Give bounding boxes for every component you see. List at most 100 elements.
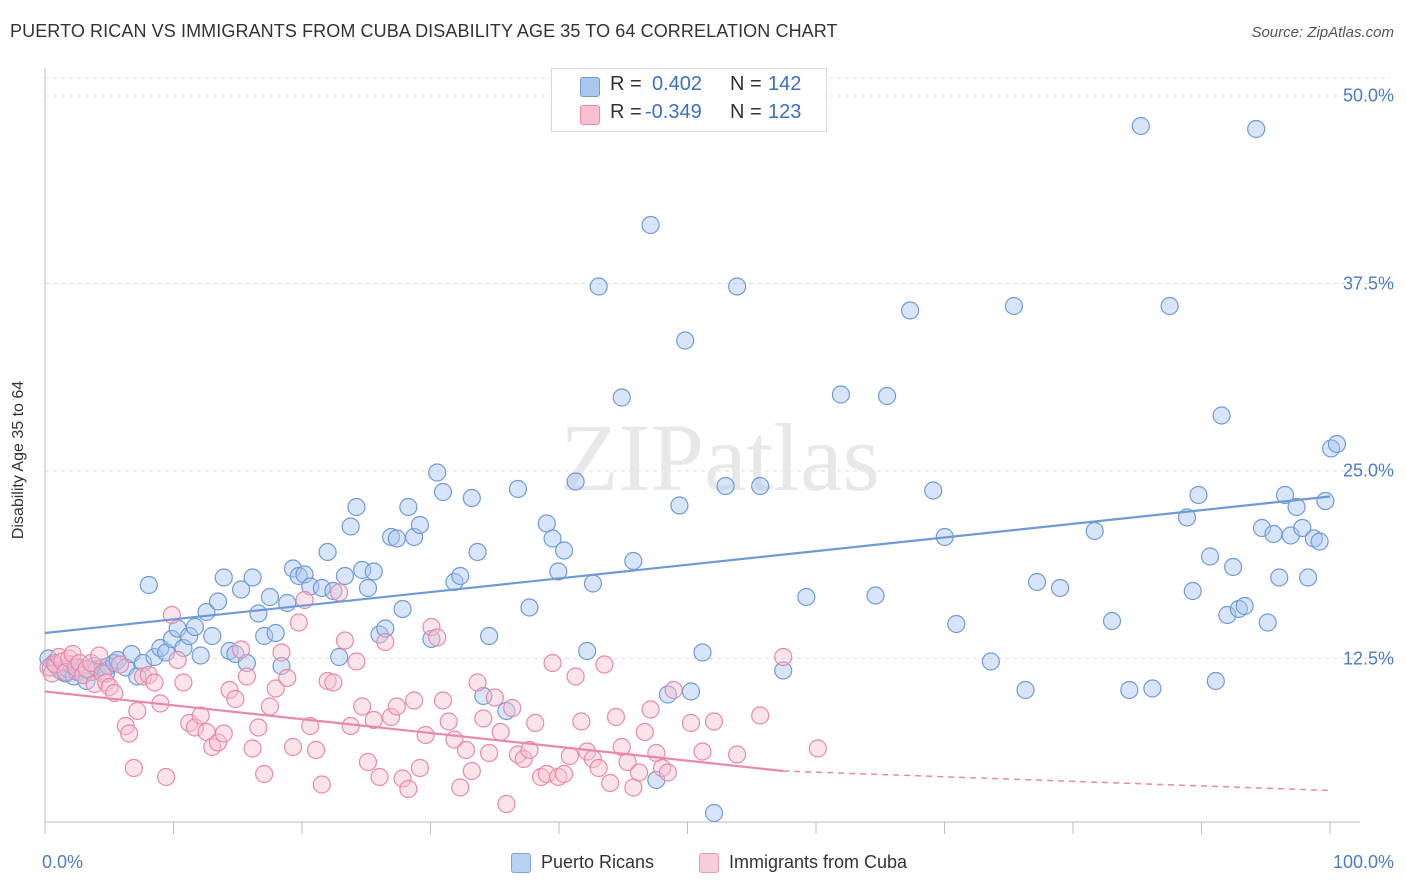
point-cuba bbox=[90, 646, 109, 665]
legend-item-puerto-ricans[interactable]: Puerto Ricans bbox=[511, 852, 654, 873]
point-puerto-ricans bbox=[981, 652, 1000, 671]
point-cuba bbox=[474, 709, 493, 728]
point-puerto-ricans bbox=[191, 646, 210, 665]
point-puerto-ricans bbox=[693, 643, 712, 662]
point-puerto-ricans bbox=[751, 476, 770, 496]
point-cuba bbox=[572, 712, 591, 731]
point-cuba bbox=[208, 733, 228, 752]
point-cuba bbox=[520, 740, 539, 760]
point-cuba bbox=[416, 725, 435, 745]
point-puerto-ricans bbox=[1293, 518, 1312, 538]
point-cuba bbox=[283, 737, 303, 757]
point-cuba bbox=[589, 758, 608, 778]
point-cuba bbox=[174, 673, 193, 692]
point-cuba bbox=[480, 743, 499, 763]
legend-label-puerto-ricans: Puerto Ricans bbox=[541, 852, 655, 872]
point-cuba bbox=[410, 758, 429, 778]
point-puerto-ricans bbox=[1206, 671, 1225, 691]
point-puerto-ricans bbox=[1310, 532, 1329, 551]
point-puerto-ricans bbox=[1270, 568, 1289, 587]
point-cuba bbox=[220, 680, 239, 700]
point-puerto-ricans bbox=[543, 529, 562, 548]
point-puerto-ricans bbox=[1027, 572, 1047, 592]
x-tick-max: 100.0% bbox=[1332, 852, 1394, 872]
x-tick-min: 0.0% bbox=[42, 852, 84, 872]
point-puerto-ricans bbox=[231, 580, 251, 599]
point-puerto-ricans bbox=[260, 587, 280, 607]
correlation-legend: R = 0.402 N = 142 R = -0.349 N = 123 bbox=[551, 68, 827, 132]
point-puerto-ricans bbox=[1183, 581, 1202, 601]
y-tick-label: 12.5% bbox=[1342, 648, 1394, 668]
point-puerto-ricans bbox=[145, 647, 164, 667]
point-puerto-ricans bbox=[174, 638, 193, 658]
point-puerto-ricans bbox=[249, 604, 268, 623]
point-puerto-ricans bbox=[549, 562, 568, 581]
point-puerto-ricans bbox=[1120, 680, 1139, 700]
trend-line-puerto-ricans bbox=[44, 495, 1331, 635]
point-puerto-ricans bbox=[947, 614, 966, 634]
point-puerto-ricans bbox=[376, 619, 395, 638]
point-cuba bbox=[124, 758, 143, 778]
point-cuba bbox=[272, 643, 291, 662]
point-puerto-ricans bbox=[474, 686, 493, 706]
point-puerto-ricans bbox=[1264, 524, 1283, 544]
point-cuba bbox=[237, 667, 256, 686]
point-puerto-ricans bbox=[728, 277, 747, 296]
point-cuba bbox=[514, 749, 533, 769]
trend-line-cuba-extrapolated bbox=[783, 770, 1331, 792]
point-puerto-ricans bbox=[399, 497, 418, 517]
legend-item-cuba[interactable]: Immigrants from Cuba bbox=[699, 852, 907, 873]
chart-title: PUERTO RICAN VS IMMIGRANTS FROM CUBA DIS… bbox=[10, 21, 838, 41]
scatter-points bbox=[39, 116, 1347, 823]
point-cuba bbox=[301, 716, 320, 736]
point-puerto-ricans bbox=[1258, 613, 1277, 632]
point-puerto-ricans bbox=[353, 560, 372, 580]
point-puerto-ricans bbox=[272, 656, 291, 676]
point-puerto-ricans bbox=[831, 385, 851, 404]
point-puerto-ricans bbox=[1252, 518, 1272, 538]
point-puerto-ricans bbox=[341, 517, 360, 536]
legend-swatch-cuba bbox=[580, 105, 600, 125]
point-puerto-ricans bbox=[318, 542, 337, 562]
point-cuba bbox=[364, 710, 383, 730]
point-puerto-ricans bbox=[180, 626, 199, 646]
y-axis-label: Disability Age 35 to 64 bbox=[10, 380, 27, 540]
point-puerto-ricans bbox=[1218, 605, 1237, 625]
point-puerto-ricans bbox=[1004, 296, 1024, 316]
point-puerto-ricans bbox=[128, 667, 147, 686]
point-cuba bbox=[422, 617, 441, 637]
legend-n-value: 123 bbox=[768, 101, 802, 123]
point-puerto-ricans bbox=[405, 527, 424, 547]
point-cuba bbox=[595, 655, 614, 674]
point-puerto-ricans bbox=[1298, 568, 1318, 587]
point-cuba bbox=[497, 794, 516, 814]
point-puerto-ricans bbox=[1247, 119, 1266, 139]
point-puerto-ricans bbox=[520, 598, 539, 617]
point-cuba bbox=[128, 701, 147, 721]
point-puerto-ricans bbox=[387, 529, 406, 548]
legend-swatch-cuba bbox=[699, 852, 719, 873]
point-cuba bbox=[330, 583, 349, 602]
point-cuba bbox=[601, 773, 620, 793]
point-puerto-ricans bbox=[1102, 611, 1122, 631]
watermark: ZIPatlas bbox=[560, 404, 880, 511]
point-puerto-ricans bbox=[624, 551, 643, 571]
point-cuba bbox=[376, 632, 395, 652]
point-puerto-ricans bbox=[1235, 596, 1254, 616]
point-cuba bbox=[456, 740, 476, 760]
point-cuba bbox=[289, 613, 308, 632]
point-cuba bbox=[312, 775, 331, 794]
point-cuba bbox=[641, 700, 660, 719]
legend-r-label: R = bbox=[610, 73, 642, 95]
point-cuba bbox=[664, 680, 683, 700]
legend-n-label: N = bbox=[730, 101, 762, 123]
point-cuba bbox=[491, 722, 510, 742]
point-puerto-ricans bbox=[1131, 116, 1150, 136]
point-puerto-ricans bbox=[139, 575, 158, 595]
point-cuba bbox=[560, 746, 579, 766]
point-puerto-ricans bbox=[641, 215, 660, 235]
y-tick-label: 50.0% bbox=[1342, 85, 1394, 106]
legend-n-value: 142 bbox=[768, 73, 802, 95]
point-cuba bbox=[543, 653, 562, 673]
point-cuba bbox=[462, 761, 481, 781]
